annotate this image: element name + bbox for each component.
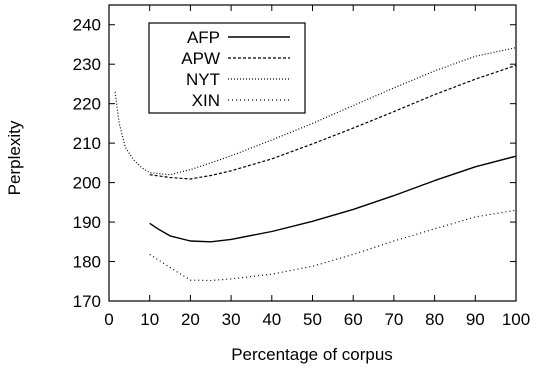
x-tick-label: 90 [466, 310, 485, 329]
series-line-nyt [114, 47, 517, 176]
x-tick-label: 20 [181, 310, 200, 329]
y-tick-label: 180 [73, 253, 101, 272]
y-tick-label: 240 [73, 16, 101, 35]
x-tick-label: 10 [140, 310, 159, 329]
x-tick-label: 60 [344, 310, 363, 329]
x-tick-label: 30 [222, 310, 241, 329]
y-tick-label: 230 [73, 55, 101, 74]
series-lines [114, 47, 517, 282]
x-tick-label: 40 [262, 310, 281, 329]
legend-label-xin: XIN [192, 91, 220, 110]
x-tick-label: 0 [104, 310, 113, 329]
x-tick-label: 80 [425, 310, 444, 329]
legend-label-apw: APW [181, 49, 220, 68]
x-tick-label: 50 [303, 310, 322, 329]
legend-box [148, 22, 306, 114]
legend: AFP APW NYT XIN [148, 22, 306, 114]
series-line-xin [149, 209, 517, 282]
legend-label-nyt: NYT [186, 70, 220, 89]
y-tick-label: 220 [73, 95, 101, 114]
x-tick-label: 100 [502, 310, 530, 329]
y-axis-title: Perplexity [5, 120, 24, 195]
y-tick-label: 170 [73, 292, 101, 311]
y-tick-label: 200 [73, 174, 101, 193]
axes: 0 10 20 30 40 50 60 70 80 90 100 170 180 190 200 210 220… [73, 4, 530, 329]
y-tick-label: 210 [73, 134, 101, 153]
series-line-apw [149, 64, 517, 180]
x-tick-label: 70 [384, 310, 403, 329]
x-axis-title: Percentage of corpus [231, 345, 393, 364]
series-line-afp [149, 155, 517, 243]
legend-label-afp: AFP [187, 28, 220, 47]
y-tick-label: 190 [73, 213, 101, 232]
